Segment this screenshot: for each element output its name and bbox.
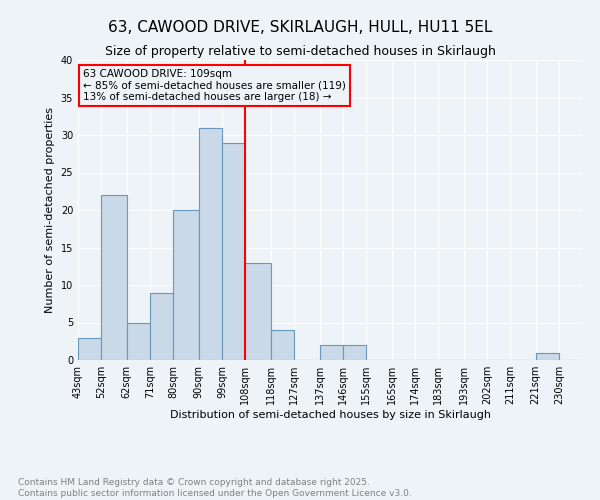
Text: 63, CAWOOD DRIVE, SKIRLAUGH, HULL, HU11 5EL: 63, CAWOOD DRIVE, SKIRLAUGH, HULL, HU11 …: [108, 20, 492, 35]
Text: Contains HM Land Registry data © Crown copyright and database right 2025.
Contai: Contains HM Land Registry data © Crown c…: [18, 478, 412, 498]
Bar: [173, 210, 199, 360]
X-axis label: Distribution of semi-detached houses by size in Skirlaugh: Distribution of semi-detached houses by …: [170, 410, 491, 420]
Bar: [150, 292, 173, 360]
Bar: [320, 345, 343, 360]
Bar: [245, 262, 271, 360]
Bar: [101, 195, 127, 360]
Bar: [199, 128, 222, 360]
Text: 63 CAWOOD DRIVE: 109sqm
← 85% of semi-detached houses are smaller (119)
13% of s: 63 CAWOOD DRIVE: 109sqm ← 85% of semi-de…: [83, 69, 346, 102]
Bar: [271, 330, 294, 360]
Text: Size of property relative to semi-detached houses in Skirlaugh: Size of property relative to semi-detach…: [104, 45, 496, 58]
Bar: [222, 142, 245, 360]
Bar: [536, 352, 559, 360]
Y-axis label: Number of semi-detached properties: Number of semi-detached properties: [45, 107, 55, 313]
Bar: [343, 345, 366, 360]
Bar: [127, 322, 150, 360]
Bar: [78, 338, 101, 360]
